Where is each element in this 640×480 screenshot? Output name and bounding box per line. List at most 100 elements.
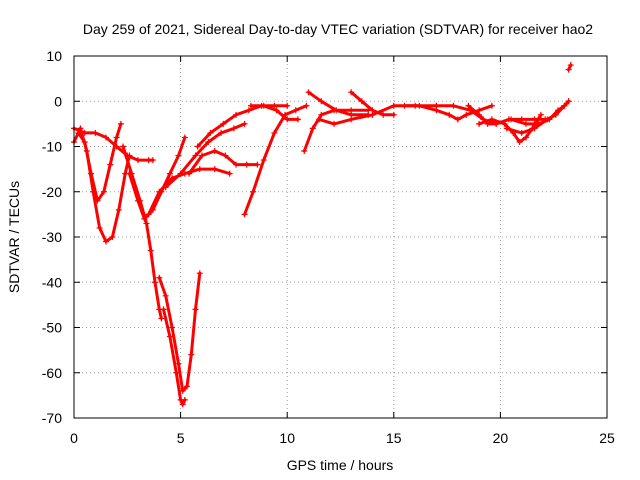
data-point bbox=[192, 152, 199, 159]
data-point bbox=[192, 306, 199, 313]
data-point bbox=[358, 98, 365, 105]
data-point bbox=[179, 401, 186, 408]
data-point bbox=[271, 129, 278, 136]
data-point bbox=[156, 274, 163, 281]
x-tick-label: 25 bbox=[599, 430, 615, 446]
data-point bbox=[211, 166, 218, 173]
data-point bbox=[565, 66, 572, 73]
data-point bbox=[156, 188, 163, 195]
y-tick-label: -10 bbox=[42, 139, 62, 155]
data-point bbox=[488, 102, 495, 109]
data-point bbox=[250, 188, 257, 195]
data-point bbox=[90, 188, 97, 195]
data-point bbox=[113, 134, 120, 141]
series-arc-02 bbox=[77, 125, 133, 245]
data-point bbox=[333, 107, 340, 114]
data-point bbox=[503, 125, 510, 132]
data-point bbox=[241, 211, 248, 218]
plot-frame bbox=[73, 55, 608, 419]
data-point bbox=[476, 120, 483, 127]
x-tick-label: 15 bbox=[386, 430, 402, 446]
data-point bbox=[454, 116, 461, 123]
data-point bbox=[305, 89, 312, 96]
series-arc-09 bbox=[162, 120, 248, 191]
data-point bbox=[516, 138, 523, 145]
x-axis-label: GPS time / hours bbox=[287, 457, 394, 473]
data-point bbox=[205, 138, 212, 145]
data-point bbox=[501, 120, 508, 127]
y-tick-label: -60 bbox=[42, 365, 62, 381]
data-point bbox=[380, 111, 387, 118]
data-point bbox=[416, 102, 423, 109]
data-point bbox=[233, 111, 240, 118]
data-point bbox=[260, 102, 267, 109]
data-point bbox=[181, 396, 188, 403]
data-point bbox=[331, 120, 338, 127]
data-point bbox=[284, 102, 291, 109]
chart-title: Day 259 of 2021, Sidereal Day-to-day VTE… bbox=[83, 21, 593, 37]
y-axis-label: SDTVAR / TECUs bbox=[6, 181, 22, 293]
data-point bbox=[390, 111, 397, 118]
x-tick-labels: 0 5 10 15 20 25 bbox=[70, 430, 615, 446]
data-point bbox=[198, 152, 205, 159]
data-point bbox=[301, 148, 308, 155]
data-point bbox=[207, 129, 214, 136]
series-arc-22 bbox=[508, 98, 572, 127]
data-point bbox=[109, 234, 116, 240]
data-point bbox=[120, 143, 127, 150]
data-point bbox=[284, 116, 291, 123]
series-point-24 bbox=[565, 62, 574, 73]
data-point bbox=[160, 306, 167, 313]
data-point bbox=[561, 102, 568, 109]
data-point bbox=[186, 170, 193, 177]
data-point bbox=[294, 116, 301, 123]
data-point bbox=[179, 387, 186, 394]
data-point bbox=[247, 102, 254, 109]
data-point bbox=[318, 98, 325, 105]
data-point bbox=[194, 143, 201, 150]
data-point bbox=[81, 129, 88, 136]
series-arc-17 bbox=[348, 89, 397, 118]
x-tick-label: 5 bbox=[177, 430, 185, 446]
y-tick-label: -20 bbox=[42, 184, 62, 200]
data-point bbox=[222, 152, 229, 159]
data-point bbox=[309, 125, 316, 132]
data-point bbox=[175, 152, 182, 159]
data-point bbox=[318, 111, 325, 118]
data-point bbox=[166, 170, 173, 177]
data-point bbox=[177, 170, 184, 177]
data-point bbox=[233, 161, 240, 168]
x-tick-label: 20 bbox=[493, 430, 509, 446]
data-point bbox=[254, 161, 261, 168]
data-point bbox=[141, 215, 148, 222]
data-point bbox=[83, 148, 90, 155]
data-point bbox=[188, 351, 195, 358]
plot-area bbox=[71, 62, 574, 408]
data-point bbox=[241, 120, 248, 127]
data-point bbox=[348, 89, 355, 96]
data-point bbox=[245, 107, 252, 114]
data-point bbox=[463, 111, 470, 118]
series-arc-23 bbox=[503, 98, 572, 136]
data-point bbox=[220, 120, 227, 127]
data-point bbox=[401, 102, 408, 109]
data-point bbox=[152, 279, 159, 286]
data-point bbox=[134, 157, 141, 164]
data-point bbox=[544, 116, 551, 123]
data-point bbox=[149, 157, 156, 164]
series-line bbox=[127, 135, 187, 221]
data-point bbox=[211, 148, 218, 155]
data-point bbox=[476, 111, 483, 118]
data-point bbox=[196, 166, 203, 173]
data-point bbox=[565, 98, 572, 105]
data-point bbox=[450, 102, 457, 109]
data-point bbox=[162, 184, 169, 191]
data-point bbox=[552, 111, 559, 118]
series-arc-13 bbox=[247, 102, 301, 123]
data-point bbox=[102, 134, 109, 141]
data-point bbox=[348, 116, 355, 123]
series-arc-10 bbox=[186, 148, 261, 177]
data-point bbox=[316, 116, 323, 123]
data-point bbox=[147, 247, 154, 254]
